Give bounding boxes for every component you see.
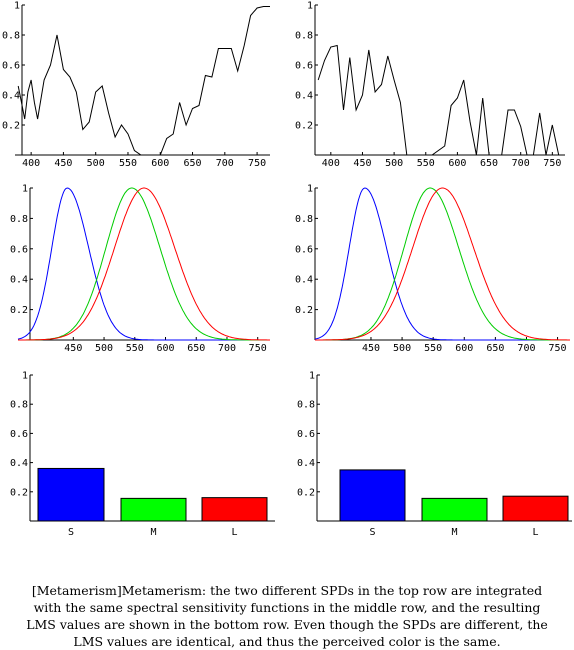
category-label: S bbox=[369, 527, 375, 538]
series-line bbox=[317, 44, 560, 156]
x-tick-label: 650 bbox=[187, 343, 205, 354]
y-tick-label: 1 bbox=[22, 184, 28, 195]
y-tick-label: 1 bbox=[309, 371, 315, 382]
x-tick-label: 550 bbox=[424, 343, 442, 354]
chart-panel-top-right: 0.2 0.4 0.6 0.8 1 400 450 500 550 600 650 700 750 bbox=[295, 1, 565, 169]
caption-line: LMS values are identical, and thus the p… bbox=[73, 634, 501, 649]
bar-m bbox=[120, 497, 187, 522]
chart-panel-bottom-left: 0.2 0.4 0.6 0.8 1 S M L bbox=[10, 371, 275, 538]
y-tick-label: 0.4 bbox=[10, 458, 28, 469]
category-label: S bbox=[68, 527, 74, 538]
y-tick-label: 0.8 bbox=[2, 31, 20, 42]
x-tick-label: 700 bbox=[512, 158, 530, 169]
x-tick-label: 450 bbox=[54, 158, 72, 169]
x-tick-label: 750 bbox=[549, 343, 567, 354]
x-tick-label: 650 bbox=[480, 158, 498, 169]
y-tick-label: 0.8 bbox=[297, 400, 315, 411]
series-line-m bbox=[18, 187, 270, 341]
x-tick-label: 400 bbox=[22, 158, 40, 169]
y-tick-label: 0.8 bbox=[295, 31, 313, 42]
y-tick-label: 0.8 bbox=[10, 214, 28, 225]
chart-panel-top-left: 0.2 0.4 0.6 0.8 1 400 450 500 550 600 650 700 750 bbox=[2, 1, 270, 169]
x-tick-label: 500 bbox=[393, 343, 411, 354]
x-tick-label: 600 bbox=[156, 343, 174, 354]
y-tick-label: 0.2 bbox=[297, 487, 315, 498]
x-tick-label: 500 bbox=[95, 343, 113, 354]
y-tick-label: 0.2 bbox=[10, 487, 28, 498]
bar-s bbox=[37, 467, 105, 522]
x-tick-label: 700 bbox=[216, 158, 234, 169]
x-tick-label: 700 bbox=[218, 343, 236, 354]
x-tick-label: 750 bbox=[249, 343, 267, 354]
figure-caption: [Metamerism]Metamerism: the two differen… bbox=[10, 582, 564, 650]
y-tick-label: 1 bbox=[307, 184, 313, 195]
y-tick-label: 0.4 bbox=[297, 458, 315, 469]
series-line bbox=[17, 6, 270, 156]
bar-s bbox=[339, 469, 406, 522]
y-tick-label: 0.4 bbox=[2, 91, 20, 102]
y-tick-label: 0.6 bbox=[2, 61, 20, 72]
chart-panel-middle-left: 0.2 0.4 0.6 0.8 1 450 500 550 600 650 700 750 bbox=[10, 184, 270, 354]
chart-panel-middle-right: 0.2 0.4 0.6 0.8 1 450 500 550 600 650 700 750 bbox=[295, 184, 570, 354]
x-tick-label: 600 bbox=[455, 343, 473, 354]
series-line-l bbox=[18, 187, 270, 341]
x-tick-label: 450 bbox=[362, 343, 380, 354]
y-tick-label: 0.6 bbox=[10, 429, 28, 440]
series-line-s bbox=[17, 187, 270, 341]
y-tick-label: 0.6 bbox=[295, 244, 313, 255]
bar-m bbox=[421, 497, 488, 522]
y-tick-label: 0.2 bbox=[295, 121, 313, 132]
x-tick-label: 650 bbox=[184, 158, 202, 169]
x-tick-label: 600 bbox=[151, 158, 169, 169]
y-tick-label: 0.2 bbox=[2, 121, 20, 132]
bar-l bbox=[201, 497, 268, 522]
x-tick-label: 550 bbox=[119, 158, 137, 169]
y-tick-label: 0.2 bbox=[295, 305, 313, 316]
series-line-m bbox=[315, 187, 570, 341]
y-tick-label: 0.8 bbox=[295, 214, 313, 225]
x-tick-label: 450 bbox=[353, 158, 371, 169]
x-tick-label: 400 bbox=[322, 158, 340, 169]
y-tick-label: 0.4 bbox=[295, 91, 313, 102]
y-tick-label: 1 bbox=[14, 1, 20, 12]
x-tick-label: 550 bbox=[417, 158, 435, 169]
series-line-l bbox=[315, 187, 570, 341]
category-label: L bbox=[231, 527, 237, 538]
x-tick-label: 600 bbox=[448, 158, 466, 169]
x-tick-label: 650 bbox=[486, 343, 504, 354]
y-tick-label: 0.6 bbox=[10, 244, 28, 255]
category-label: M bbox=[150, 527, 156, 538]
x-tick-label: 750 bbox=[543, 158, 561, 169]
y-tick-label: 0.6 bbox=[297, 429, 315, 440]
x-tick-label: 450 bbox=[64, 343, 82, 354]
chart-panel-bottom-right: 0.2 0.4 0.6 0.8 1 S M L bbox=[297, 371, 572, 538]
x-tick-label: 750 bbox=[248, 158, 266, 169]
x-tick-label: 700 bbox=[517, 343, 535, 354]
y-tick-label: 0.2 bbox=[10, 305, 28, 316]
bar-l bbox=[502, 495, 569, 522]
y-tick-label: 0.4 bbox=[10, 275, 28, 286]
category-label: L bbox=[532, 527, 538, 538]
x-tick-label: 550 bbox=[126, 343, 144, 354]
caption-line: LMS values are shown in the bottom row. … bbox=[26, 617, 548, 632]
y-tick-label: 0.8 bbox=[10, 400, 28, 411]
y-tick-label: 1 bbox=[307, 1, 313, 12]
caption-line: with the same spectral sensitivity funct… bbox=[33, 600, 541, 615]
y-tick-label: 0.6 bbox=[295, 61, 313, 72]
y-tick-label: 0.4 bbox=[295, 275, 313, 286]
series-line-s bbox=[314, 187, 570, 341]
x-tick-label: 500 bbox=[385, 158, 403, 169]
caption-line: [Metamerism]Metamerism: the two differen… bbox=[31, 583, 543, 598]
x-tick-label: 500 bbox=[87, 158, 105, 169]
category-label: M bbox=[451, 527, 457, 538]
y-tick-label: 1 bbox=[22, 371, 28, 382]
